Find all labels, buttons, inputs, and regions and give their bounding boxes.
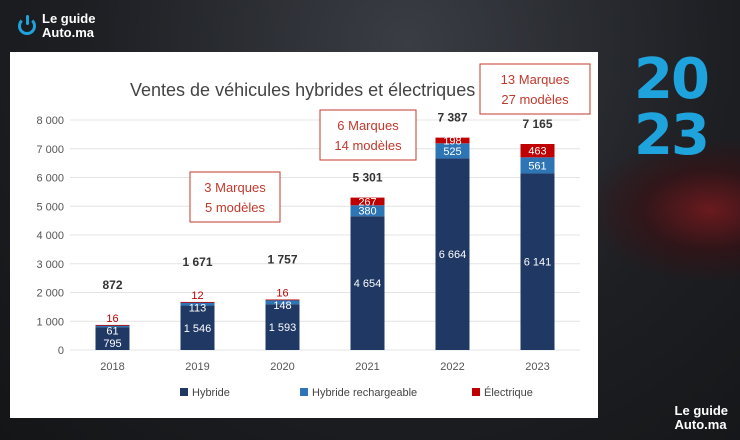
data-label: 267 [358, 196, 376, 208]
bar-segment [180, 302, 215, 306]
bar-segment [435, 158, 470, 350]
y-tick-label: 4 000 [36, 230, 64, 242]
bar-segment [95, 324, 130, 326]
callout-box [189, 171, 281, 223]
x-tick-label: 2020 [270, 361, 294, 373]
year-digits-top: 20 [634, 47, 710, 112]
y-tick-label: 1 000 [36, 316, 64, 328]
data-label: 61 [106, 325, 118, 337]
x-tick-label: 2022 [440, 361, 464, 373]
legend-swatch [180, 388, 188, 396]
y-tick-label: 2 000 [36, 288, 64, 300]
x-tick-label: 2018 [100, 361, 124, 373]
bar-segment [435, 137, 470, 144]
bar-segment [265, 299, 300, 305]
y-tick-label: 5 000 [36, 201, 64, 213]
y-axis-ticks: 0 1 000 2 000 3 000 4 000 5 000 6 000 7 000 8 00… [36, 115, 64, 357]
data-label: 561 [528, 160, 546, 172]
bar-segment [520, 173, 555, 350]
callout-box [479, 63, 591, 115]
site-logo-top[interactable]: Le guide Auto.ma [18, 12, 95, 40]
y-tick-label: 3 000 [36, 259, 64, 271]
callout-line2: 5 modèles [205, 200, 265, 215]
callouts: 3 Marques 5 modèles 6 Marques 14 modèles 13 … [189, 63, 591, 223]
callout-box [319, 109, 417, 161]
data-label: 1 546 [184, 323, 212, 335]
data-label: 148 [273, 300, 291, 312]
data-label: 4 654 [354, 278, 382, 290]
data-label: 16 [106, 313, 118, 325]
legend-label: Hybride rechargeable [312, 387, 417, 399]
y-tick-label: 0 [58, 345, 64, 357]
year-digits-bottom: 23 [634, 103, 710, 168]
bar-segment [350, 197, 385, 206]
total-label: 1 671 [182, 255, 212, 269]
callout-line1: 13 Marques [501, 72, 570, 87]
total-label: 5 301 [352, 171, 382, 185]
bar-segment [95, 327, 130, 350]
legend: Hybride Hybride rechargeable Électrique [180, 386, 533, 399]
chart-slide: Ventes de véhicules hybrides et électriq… [10, 52, 598, 418]
data-label: 16 [276, 287, 288, 299]
callout-line1: 3 Marques [204, 180, 266, 195]
total-label: 7 165 [522, 117, 552, 131]
site-logo-bottom[interactable]: Le guide Auto.ma [675, 404, 728, 432]
bar-segment [265, 304, 300, 350]
logo-bottom-line1: Le guide [674, 403, 728, 418]
total-label: 1 757 [267, 252, 297, 266]
bar-segment [435, 143, 470, 159]
x-tick-label: 2023 [525, 361, 549, 373]
data-label: 198 [443, 135, 461, 147]
legend-label: Électrique [484, 386, 533, 399]
x-tick-label: 2019 [185, 361, 209, 373]
total-label: 7 387 [437, 111, 467, 125]
data-label: 380 [358, 206, 376, 218]
y-tick-label: 8 000 [36, 115, 64, 127]
y-tick-label: 6 000 [36, 173, 64, 185]
bar-segment [350, 216, 385, 350]
data-label: 795 [103, 338, 121, 350]
data-label: 6 664 [439, 249, 467, 261]
bar-segment [265, 299, 300, 301]
data-label: 525 [443, 146, 461, 158]
legend-swatch [300, 388, 308, 396]
data-label: 1 593 [269, 322, 297, 334]
bar-segment [520, 144, 555, 158]
bar-segment [520, 157, 555, 174]
data-label: 113 [189, 302, 207, 314]
legend-swatch [472, 388, 480, 396]
power-icon [18, 15, 36, 35]
chart-title: Ventes de véhicules hybrides et électriq… [130, 80, 475, 100]
bar-segment [180, 305, 215, 350]
bar-segment [180, 301, 215, 303]
stacked-bar-chart: Ventes de véhicules hybrides et électriq… [36, 63, 591, 399]
logo-line1: Le guide [42, 11, 96, 26]
year-badge: 20 23 [622, 52, 730, 202]
bar-segment [350, 205, 385, 217]
data-label: 12 [191, 290, 203, 302]
logo-bottom-line2: Auto.ma [674, 417, 727, 432]
total-label: 872 [102, 278, 122, 292]
data-label: 463 [528, 146, 546, 158]
callout-line2: 27 modèles [501, 92, 569, 107]
callout-line1: 6 Marques [337, 118, 399, 133]
y-tick-label: 7 000 [36, 144, 64, 156]
x-axis-ticks: 2018 2019 2020 2021 2022 2023 [100, 361, 549, 373]
background-car-light [590, 140, 740, 280]
callout-line2: 14 modèles [334, 138, 402, 153]
logo-line2: Auto.ma [42, 25, 94, 40]
legend-label: Hybride [192, 387, 230, 399]
x-tick-label: 2021 [355, 361, 379, 373]
data-label: 6 141 [524, 257, 552, 269]
bar-segment [95, 325, 130, 328]
